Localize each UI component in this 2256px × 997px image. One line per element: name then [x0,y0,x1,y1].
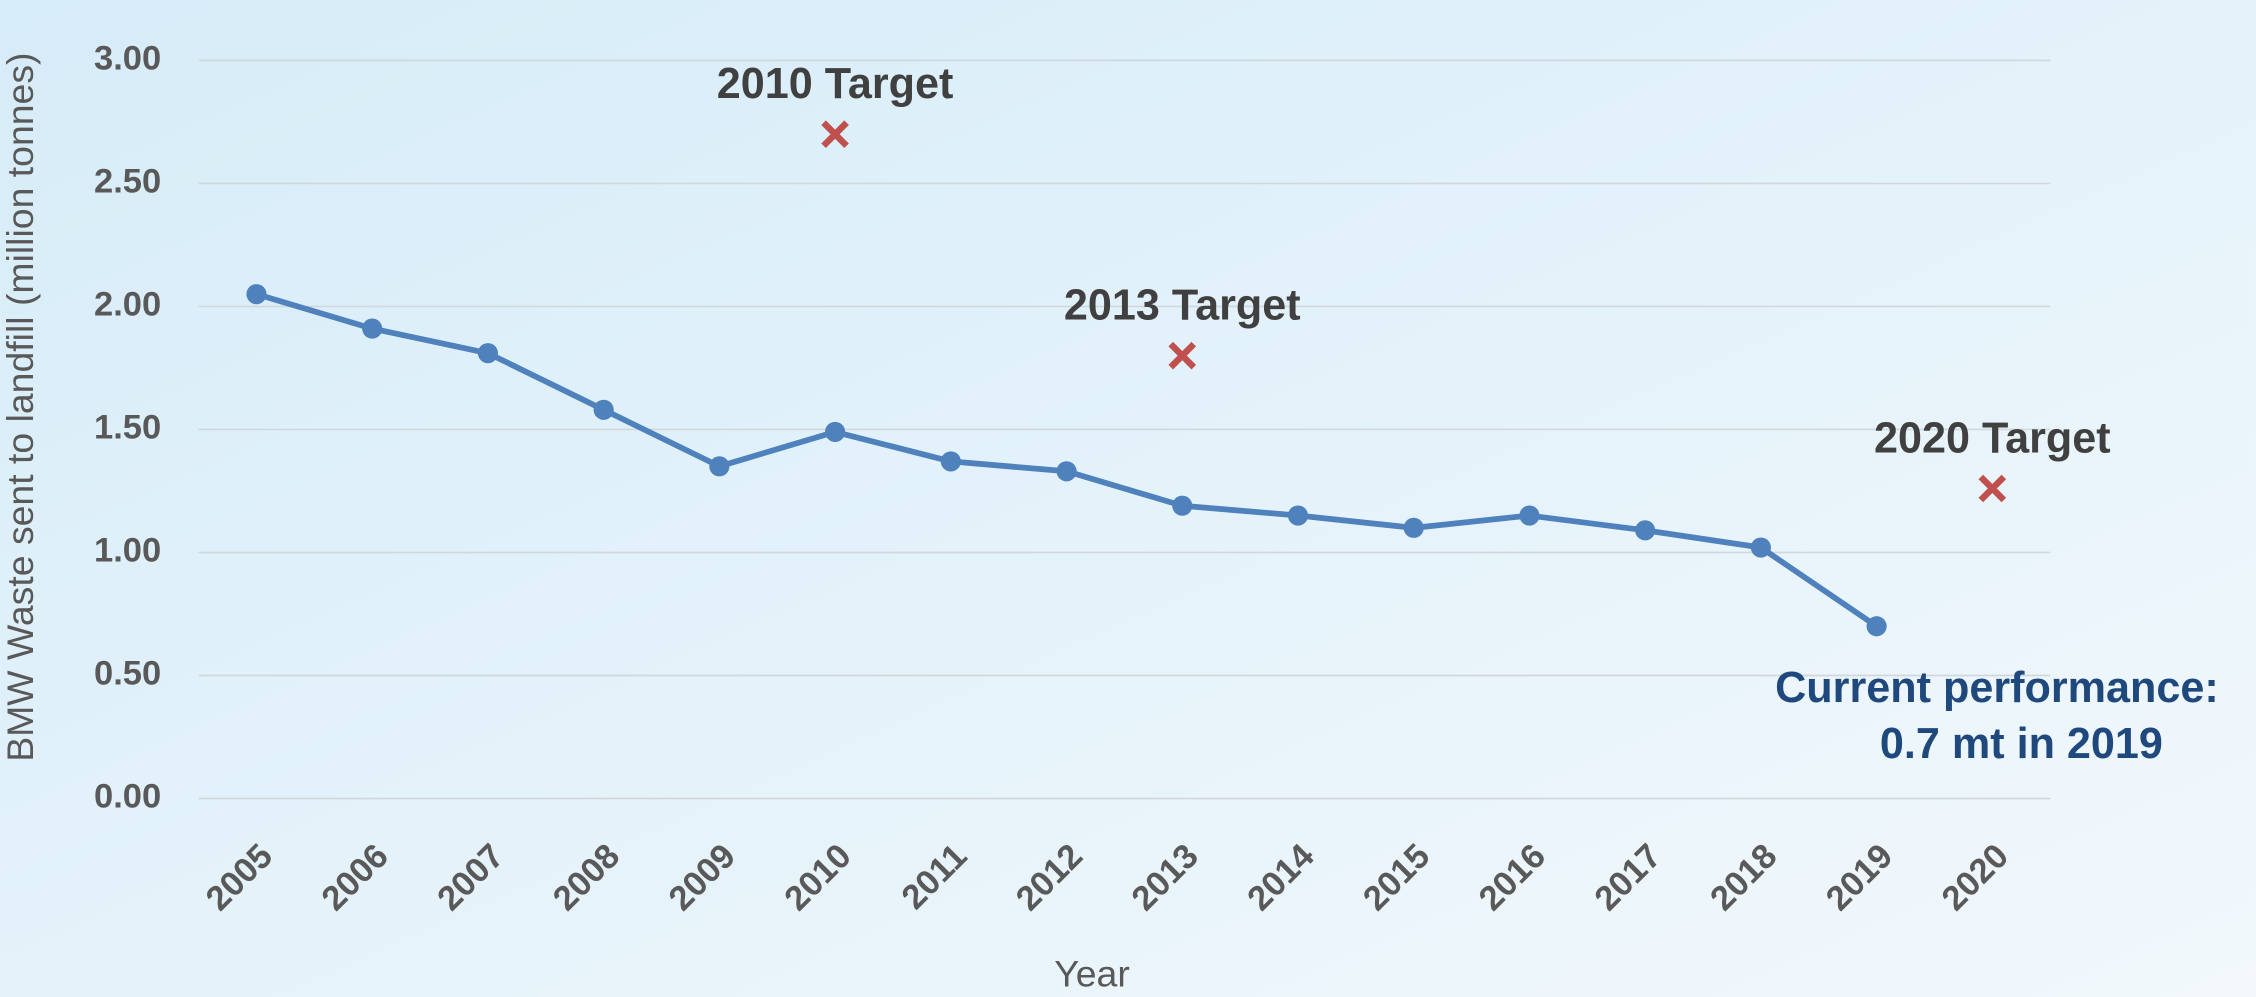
point [825,421,846,442]
note: Current performance: [1775,664,2219,712]
y-tick-label: 3.00 [94,40,161,78]
point [1866,616,1887,637]
point [940,451,961,472]
point [246,284,267,305]
y-axis-label: BMW Waste sent to landfill (million tonn… [0,53,41,762]
point [1519,505,1540,526]
target-marker [1168,341,1197,370]
note: 0.7 mt in 2019 [1880,720,2163,768]
y-tick-label: 2.00 [94,286,161,324]
point [1056,461,1077,482]
target-label: 2020 Target [1874,414,2111,462]
point [362,318,383,339]
target-marker [1978,474,2007,503]
point [1287,505,1309,526]
target-marker [821,120,849,149]
target-cross [821,120,849,149]
point [593,399,614,420]
point [1172,495,1193,516]
x-axis-label: Year [1054,953,1130,995]
target-cross [1168,341,1197,370]
target-cross [1978,474,2007,503]
y-tick-label: 2.50 [94,163,161,201]
point [1750,537,1771,558]
target-label: 2010 Target [717,60,954,108]
point [709,456,730,477]
y-tick-label: 0.00 [94,778,161,816]
point [1403,517,1424,538]
y-tick-label: 0.50 [94,655,161,693]
point [477,343,498,364]
target-label: 2013 Target [1064,282,1301,330]
y-tick-label: 1.00 [94,532,161,570]
point [1635,520,1656,541]
y-tick-label: 1.50 [94,409,161,447]
